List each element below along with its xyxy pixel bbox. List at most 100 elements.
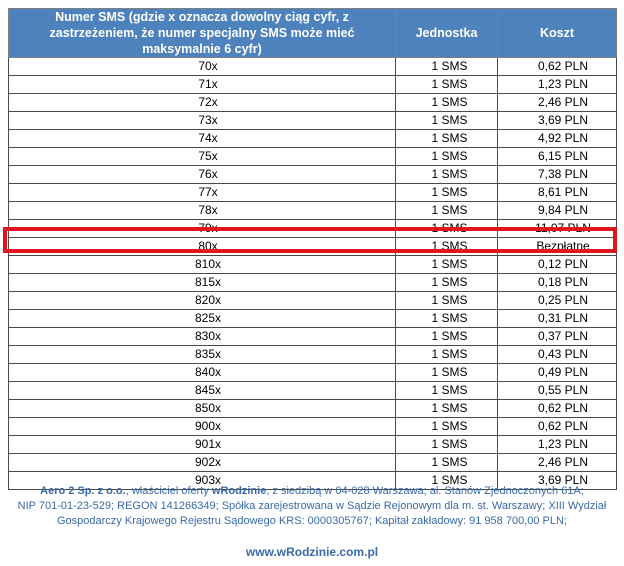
cell-unit: 1 SMS: [395, 201, 498, 220]
cell-cost: 1,23 PLN: [497, 435, 617, 454]
cell-number: 825x: [8, 309, 396, 328]
cell-number: 815x: [8, 273, 396, 292]
table-row: 79x 1 SMS 11,07 PLN: [8, 219, 617, 238]
cell-cost: 8,61 PLN: [497, 183, 617, 202]
cell-cost: 0,62 PLN: [497, 417, 617, 436]
cell-cost: 0,37 PLN: [497, 327, 617, 346]
website-link[interactable]: www.wRodzinie.com.pl: [245, 545, 379, 559]
cell-number: 78x: [8, 201, 396, 220]
cell-unit: 1 SMS: [395, 309, 498, 328]
cell-cost: 0,25 PLN: [497, 291, 617, 310]
table-row: 835x 1 SMS 0,43 PLN: [8, 345, 617, 364]
cell-number: 845x: [8, 381, 396, 400]
cell-number: 820x: [8, 291, 396, 310]
cell-unit: 1 SMS: [395, 129, 498, 148]
cell-number: 840x: [8, 363, 396, 382]
cell-number: 810x: [8, 255, 396, 274]
cell-number: 72x: [8, 93, 396, 112]
cell-cost: 2,46 PLN: [497, 93, 617, 112]
table-row: 70x 1 SMS 0,62 PLN: [8, 57, 617, 76]
table-row: 830x 1 SMS 0,37 PLN: [8, 327, 617, 346]
cell-number: 830x: [8, 327, 396, 346]
cell-unit: 1 SMS: [395, 399, 498, 418]
cell-unit: 1 SMS: [395, 75, 498, 94]
table-row: 72x 1 SMS 2,46 PLN: [8, 93, 617, 112]
footer-line-2: NIP 701-01-23-529; REGON 141266349; Spół…: [17, 500, 607, 512]
header-cost: Koszt: [497, 8, 617, 58]
company-footer: Aero 2 Sp. z o.o., właściciel oferty wRo…: [0, 484, 624, 529]
cell-number: 74x: [8, 129, 396, 148]
header-unit: Jednostka: [395, 8, 498, 58]
cell-cost: 0,31 PLN: [497, 309, 617, 328]
header-number: Numer SMS (gdzie x oznacza dowolny ciąg …: [8, 8, 396, 58]
footer-text-1: , właściciel oferty: [125, 485, 212, 497]
table-row: 73x 1 SMS 3,69 PLN: [8, 111, 617, 130]
table-row: 815x 1 SMS 0,18 PLN: [8, 273, 617, 292]
cell-unit: 1 SMS: [395, 417, 498, 436]
cell-cost: 0,62 PLN: [497, 399, 617, 418]
cell-number: 77x: [8, 183, 396, 202]
cell-unit: 1 SMS: [395, 363, 498, 382]
cell-unit: 1 SMS: [395, 291, 498, 310]
footer-text-2: , z siedzibą w 04-028 Warszawa; al. Stan…: [266, 485, 584, 497]
cell-unit: 1 SMS: [395, 93, 498, 112]
cell-number: 76x: [8, 165, 396, 184]
cell-number: 903x: [8, 471, 396, 490]
footer-brand-name: wRodzinie: [211, 485, 267, 497]
cell-unit: 1 SMS: [395, 453, 498, 472]
cell-unit: 1 SMS: [395, 183, 498, 202]
cell-cost: 0,18 PLN: [497, 273, 617, 292]
cell-cost: 4,92 PLN: [497, 129, 617, 148]
cell-number: 900x: [8, 417, 396, 436]
table-row: 810x 1 SMS 0,12 PLN: [8, 255, 617, 274]
table-row: 902x 1 SMS 2,46 PLN: [8, 453, 617, 472]
footer-company-name: Aero 2 Sp. z o.o.: [40, 485, 126, 497]
table-row: 901x 1 SMS 1,23 PLN: [8, 435, 617, 454]
table-row: 845x 1 SMS 0,55 PLN: [8, 381, 617, 400]
cell-cost: 2,46 PLN: [497, 453, 617, 472]
table-row: 825x 1 SMS 0,31 PLN: [8, 309, 617, 328]
cell-cost: Bezpłatne: [497, 237, 617, 256]
table-row: 80x 1 SMS Bezpłatne: [8, 237, 617, 256]
footer-line-1: Aero 2 Sp. z o.o., właściciel oferty wRo…: [0, 484, 624, 499]
cell-cost: 1,23 PLN: [497, 75, 617, 94]
cell-cost: 11,07 PLN: [497, 219, 617, 238]
cell-unit: 1 SMS: [395, 345, 498, 364]
cell-cost: 9,84 PLN: [497, 201, 617, 220]
table-row: 900x 1 SMS 0,62 PLN: [8, 417, 617, 436]
table-row: 71x 1 SMS 1,23 PLN: [8, 75, 617, 94]
cell-cost: 0,12 PLN: [497, 255, 617, 274]
cell-number: 79x: [8, 219, 396, 238]
table-row: 820x 1 SMS 0,25 PLN: [8, 291, 617, 310]
cell-unit: 1 SMS: [395, 273, 498, 292]
cell-unit: 1 SMS: [395, 327, 498, 346]
cell-unit: 1 SMS: [395, 237, 498, 256]
cell-cost: 0,62 PLN: [497, 57, 617, 76]
cell-cost: 3,69 PLN: [497, 111, 617, 130]
cell-unit: 1 SMS: [395, 111, 498, 130]
sms-pricing-table: Numer SMS (gdzie x oznacza dowolny ciąg …: [8, 8, 617, 490]
cell-cost: 6,15 PLN: [497, 147, 617, 166]
table-row: 77x 1 SMS 8,61 PLN: [8, 183, 617, 202]
table-row: 76x 1 SMS 7,38 PLN: [8, 165, 617, 184]
cell-number: 835x: [8, 345, 396, 364]
cell-cost: 0,43 PLN: [497, 345, 617, 364]
cell-number: 75x: [8, 147, 396, 166]
cell-unit: 1 SMS: [395, 57, 498, 76]
cell-number: 80x: [8, 237, 396, 256]
cell-unit: 1 SMS: [395, 255, 498, 274]
table-header-row: Numer SMS (gdzie x oznacza dowolny ciąg …: [8, 8, 617, 58]
cell-unit: 1 SMS: [395, 165, 498, 184]
table-body: 70x 1 SMS 0,62 PLN 71x 1 SMS 1,23 PLN 72x 1 SMS…: [8, 57, 617, 490]
cell-number: 902x: [8, 453, 396, 472]
cell-cost: 0,49 PLN: [497, 363, 617, 382]
table-row: 903x 1 SMS 3,69 PLN: [8, 471, 617, 490]
table-row: 74x 1 SMS 4,92 PLN: [8, 129, 617, 148]
cell-number: 70x: [8, 57, 396, 76]
cell-number: 850x: [8, 399, 396, 418]
cell-number: 901x: [8, 435, 396, 454]
cell-number: 73x: [8, 111, 396, 130]
cell-cost: 0,55 PLN: [497, 381, 617, 400]
cell-cost: 3,69 PLN: [497, 471, 617, 490]
cell-cost: 7,38 PLN: [497, 165, 617, 184]
